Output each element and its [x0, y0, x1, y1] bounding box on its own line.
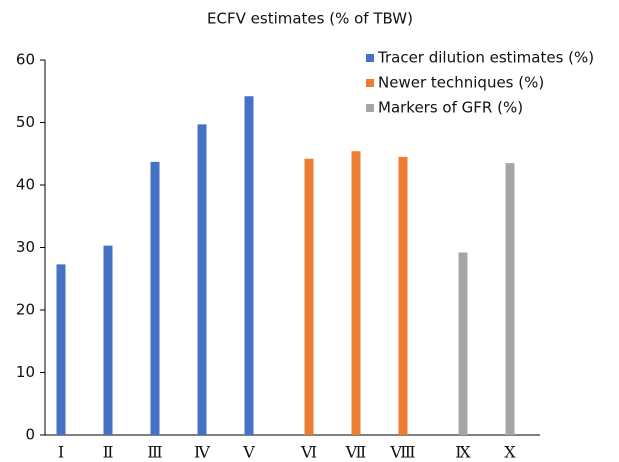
y-tick-label: 20 — [16, 301, 35, 319]
x-tick-label: Ⅶ — [345, 443, 367, 462]
x-tick-label: Ⅷ — [389, 443, 415, 462]
x-tick-label: Ⅱ — [103, 443, 114, 462]
bar — [398, 156, 408, 435]
x-tick-label: Ⅹ — [504, 443, 516, 462]
x-tick-label: Ⅴ — [242, 443, 255, 462]
bar — [304, 158, 314, 435]
legend-swatch — [366, 104, 374, 112]
x-tick-label: Ⅳ — [194, 443, 211, 462]
x-tick-label: Ⅲ — [147, 443, 162, 462]
bar — [458, 252, 468, 435]
bar — [150, 161, 160, 435]
bar — [197, 124, 207, 435]
y-tick-label: 30 — [16, 238, 35, 256]
bar — [56, 264, 66, 435]
chart-title: ECFV estimates (% of TBW) — [207, 10, 413, 28]
y-tick-label: 10 — [16, 363, 35, 381]
bar — [505, 163, 515, 435]
bar — [351, 151, 361, 435]
y-tick-label: 0 — [25, 426, 35, 444]
y-tick-label: 50 — [16, 113, 35, 131]
legend-label: Newer techniques (%) — [378, 74, 544, 92]
x-tick-label: Ⅰ — [58, 443, 64, 462]
x-tick-label: Ⅵ — [300, 443, 317, 462]
legend-swatch — [366, 79, 374, 87]
bar — [103, 245, 113, 435]
x-tick-label: Ⅸ — [455, 443, 471, 462]
y-tick-label: 60 — [16, 51, 35, 69]
legend-label: Tracer dilution estimates (%) — [377, 49, 594, 67]
y-tick-label: 40 — [16, 176, 35, 194]
legend-label: Markers of GFR (%) — [378, 99, 523, 117]
legend-swatch — [366, 54, 374, 62]
bar — [244, 96, 254, 435]
